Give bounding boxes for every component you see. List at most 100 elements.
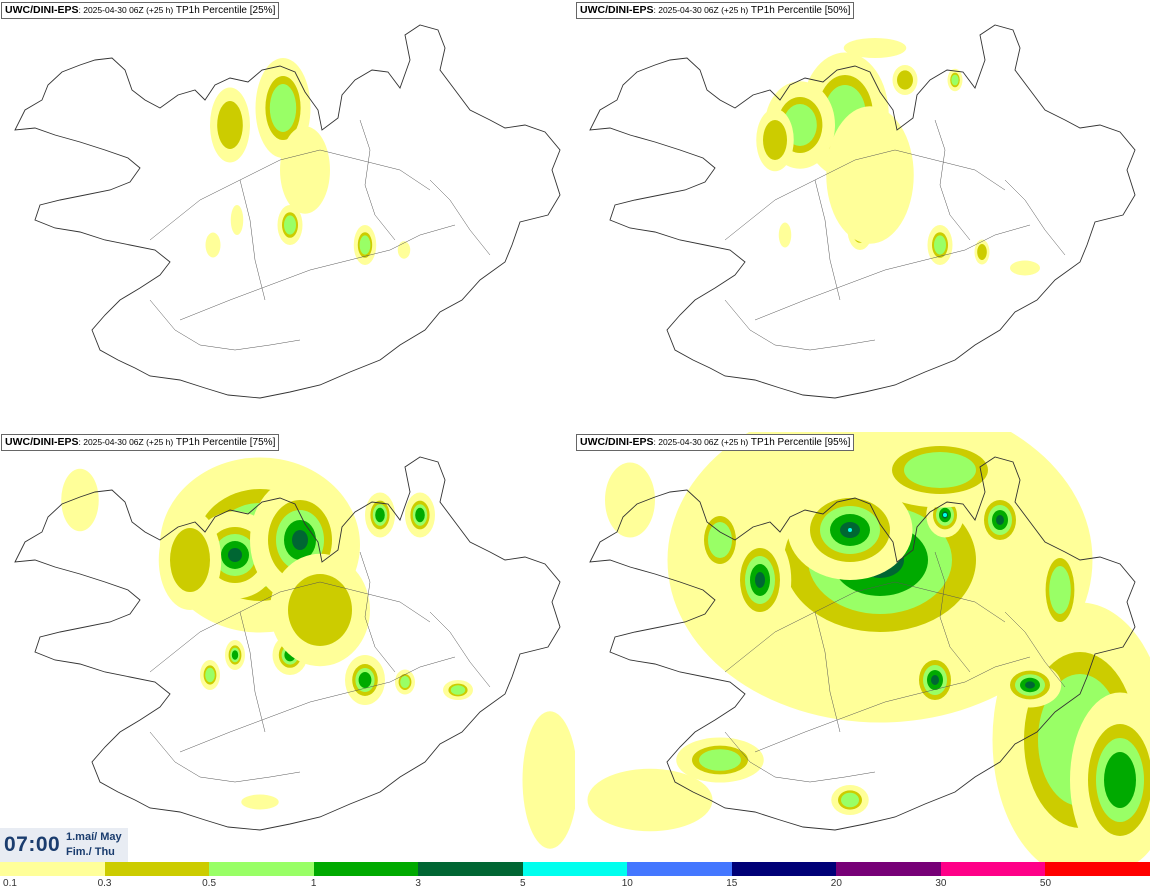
panel-title: UWC/DINI-EPS: 2025-04-30 06Z (+25 h) TP1… [576,434,855,451]
precip-area [763,120,787,160]
legend-tick-label: 0.5 [202,878,217,889]
boundary-line [724,299,876,351]
legend-tick-label: 0.3 [97,878,112,889]
legend-swatch [0,862,106,876]
boundary-line [239,179,266,301]
legend-tick-label: 10 [621,878,633,889]
map-panel-p95: UWC/DINI-EPS: 2025-04-30 06Z (+25 h) TP1… [575,432,1150,862]
valid-date: 1.maí/ May [66,831,122,843]
precip-area [934,235,946,255]
precip-map [589,24,1136,399]
boundary-line [149,731,301,783]
legend-tick-label: 1 [310,878,317,889]
legend-swatch [627,862,733,876]
legend-tick-label: 0.1 [3,878,17,889]
precip-area [292,530,308,550]
boundary-line [429,179,491,256]
precip-area [1104,752,1136,808]
boundary-line [429,611,491,688]
valid-time-box: 07:00 1.maí/ May Fim./ Thu [0,828,128,862]
precip-area [280,126,330,214]
legend-tick-label: 15 [726,878,738,889]
coastline [589,456,1136,831]
precip-area [228,548,242,562]
precip-area [217,101,243,149]
legend-tick-label: 30 [935,878,947,889]
boundary-line [934,551,971,673]
precip-area [61,468,99,532]
legend-swatch [940,862,1046,876]
legend-swatch [209,862,315,876]
boundary-line [934,119,971,241]
boundary-line [179,224,456,321]
precip-area [400,676,410,688]
precip-area [269,84,297,132]
precip-area [1025,681,1035,689]
boundary-line [754,656,1031,753]
precip-area [996,515,1004,525]
boundary-line [149,299,301,351]
coastline [14,24,561,399]
legend-tick-label: 20 [830,878,842,889]
precip-map [587,432,1150,862]
precip-area [205,232,221,258]
precip-area [897,70,913,90]
precip-area [358,672,372,688]
boundary-line [359,551,396,673]
map-panel-p75: UWC/DINI-EPS: 2025-04-30 06Z (+25 h) TP1… [0,432,575,862]
precip-area [708,522,732,558]
coastline [589,24,1136,399]
precip-area [943,513,947,517]
precip-area [359,235,371,255]
precip-area [230,205,244,235]
boundary-line [814,179,841,301]
precip-map [14,456,575,849]
precip-map [14,24,561,399]
precip-area [205,667,215,683]
valid-time: 07:00 [4,833,61,856]
legend-tick-label: 3 [415,878,421,889]
boundary-line [724,581,1006,673]
precip-area [904,452,976,488]
boundary-line [179,656,456,753]
precip-area [231,650,239,660]
precip-area [605,462,655,538]
color-legend: 0.1 0.3 0.5 1 3 5 10 15 20 30 50 [0,862,1150,891]
legend-swatch [836,862,942,876]
precip-area [288,574,352,646]
precip-area [450,685,466,695]
legend-swatch [522,862,628,876]
legend-swatch [313,862,419,876]
precip-area [699,749,741,771]
legend-tick-label: 5 [519,878,526,889]
boundary-line [1004,611,1066,688]
boundary-line [814,611,841,733]
precip-area [170,528,210,592]
precip-area [522,711,575,849]
precip-area [848,528,852,532]
precip-area [843,38,907,58]
coastline [14,456,561,831]
precip-area [826,106,914,244]
boundary-line [359,119,396,241]
precip-area [931,675,939,685]
legend-swatch [731,862,837,876]
boundary-line [239,611,266,733]
valid-weekday: Fim./ Thu [66,846,115,858]
precip-area [841,792,859,808]
precip-area [397,241,411,259]
map-panel-p50: UWC/DINI-EPS: 2025-04-30 06Z (+25 h) TP1… [575,0,1150,432]
boundary-line [724,731,876,783]
boundary-line [149,149,431,241]
boundary-line [149,581,431,673]
precip-area [241,794,279,810]
map-panel-p25: UWC/DINI-EPS: 2025-04-30 06Z (+25 h) TP1… [0,0,575,432]
precip-area [1010,260,1040,276]
boundary-line [1004,179,1066,256]
precip-area [977,244,987,260]
precip-area [951,74,959,86]
legend-swatch [1045,862,1150,876]
legend-tick-label: 50 [1039,878,1052,889]
precip-area [375,507,385,523]
boundary-line [754,224,1031,321]
